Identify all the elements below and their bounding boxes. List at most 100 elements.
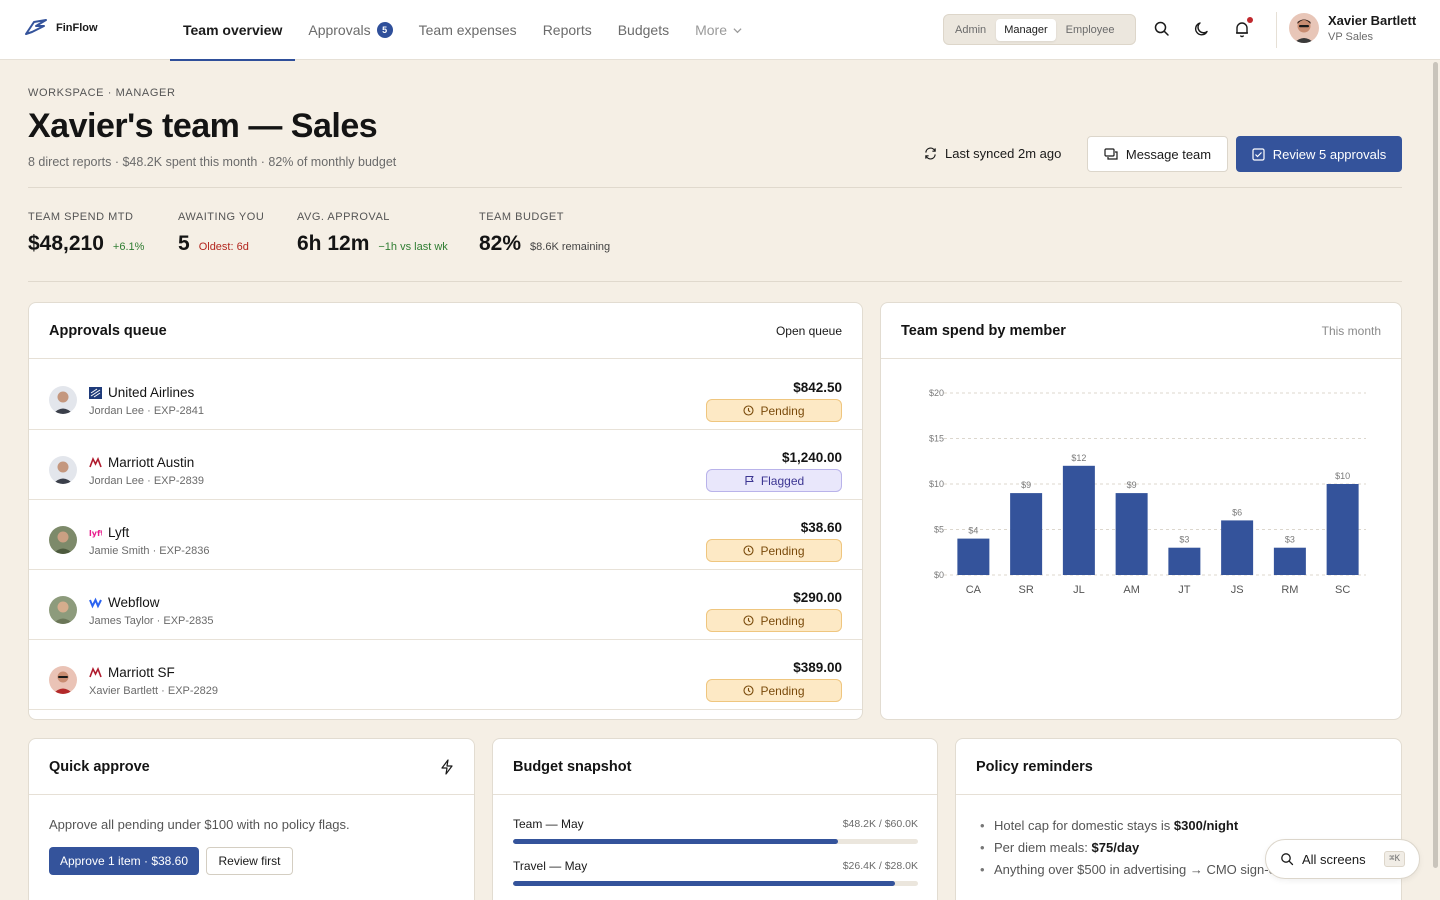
period-selector[interactable]: This month [1321, 323, 1381, 338]
nav-more[interactable]: More [682, 0, 755, 60]
nav-label: Budgets [617, 22, 670, 38]
nav-team-expenses[interactable]: Team expenses [406, 0, 530, 60]
nav-budgets[interactable]: Budgets [605, 0, 682, 60]
user-name: Xavier Bartlett [1328, 13, 1417, 28]
expense-amount: $389.00 [793, 660, 842, 675]
review-approvals-button[interactable]: Review 5 approvals [1236, 136, 1402, 172]
y-tick-label: $15 [929, 434, 944, 444]
checkbox-icon [1252, 147, 1265, 161]
clock-icon [743, 615, 755, 626]
software-icon [89, 597, 102, 608]
expense-meta: Jordan Lee · EXP-2841 [89, 405, 204, 417]
policy-text: Per diem meals: [994, 840, 1092, 855]
hotel-icon [89, 666, 102, 677]
rideshare-icon: lyft [89, 529, 102, 538]
status-badge: Pending [706, 539, 842, 562]
y-tick-label: $0 [934, 570, 944, 580]
bar-data-label: $3 [1285, 535, 1295, 545]
role-employee[interactable]: Employee [1065, 23, 1115, 36]
breadcrumb: WORKSPACE · MANAGER [28, 87, 176, 99]
budget-progress-track [513, 839, 918, 844]
quick-approve-card: Quick approve Approve all pending under … [28, 738, 475, 900]
role-manager[interactable]: Manager [996, 18, 1056, 41]
budget-row: Team — May $48.2K / $60.0K [513, 817, 918, 844]
clock-icon [743, 685, 755, 696]
stat-note: −1h vs last wk [378, 241, 448, 253]
y-tick-label: $5 [934, 525, 944, 535]
policy-highlight: $300/night [1173, 818, 1239, 833]
main-nav: Team overview Approvals 5 Team expenses R… [170, 0, 755, 61]
card-title: Policy reminders [976, 758, 1093, 775]
status-badge: Flagged [706, 469, 842, 492]
divider [28, 187, 1402, 188]
bar-data-label: $3 [1179, 535, 1189, 545]
button-label: Review 5 approvals [1272, 146, 1387, 162]
nav-reports[interactable]: Reports [530, 0, 605, 60]
nav-team-overview[interactable]: Team overview [170, 0, 296, 61]
nav-label: Approvals [308, 22, 371, 38]
stat-note: $8.6K remaining [530, 241, 611, 253]
queue-row[interactable]: lyft Lyft Jamie Smith · EXP-2836 $38.60 P… [29, 500, 862, 570]
merchant-name: United Airlines [108, 385, 195, 400]
approve-items-button[interactable]: Approve 1 item · $38.60 [49, 847, 199, 875]
policy-list: Hotel cap for domestic stays is $300/nig… [980, 815, 1283, 881]
stat-label: TEAM BUDGET [479, 211, 564, 223]
stat-value: 6h 12m [297, 232, 370, 255]
lightning-icon[interactable] [440, 758, 454, 775]
avatar [49, 596, 77, 624]
bar [1221, 520, 1254, 575]
expense-amount: $290.00 [793, 590, 842, 605]
x-tick-label: AM [1123, 584, 1140, 596]
x-tick-label: CA [966, 584, 982, 596]
budget-label: Team — May [513, 817, 584, 831]
sync-status[interactable]: Last synced 2m ago [924, 146, 1061, 161]
approvals-queue-card: Approvals queue Open queue United Airlin… [28, 302, 863, 720]
flag-icon [745, 475, 754, 485]
moon-icon[interactable] [1193, 20, 1211, 38]
expense-meta: Jamie Smith · EXP-2836 [89, 545, 210, 557]
queue-row[interactable]: Marriott SF Xavier Bartlett · EXP-2829 $… [29, 640, 862, 710]
card-title: Team spend by member [901, 322, 1066, 339]
x-tick-label: RM [1281, 584, 1298, 596]
y-tick-label: $10 [929, 479, 944, 489]
x-tick-label: JL [1073, 584, 1085, 596]
app-logo[interactable]: FinFlow [24, 18, 98, 38]
keyboard-shortcut: ⌘K [1384, 851, 1405, 867]
message-team-button[interactable]: Message team [1087, 136, 1228, 172]
stat-value: $48,210 [28, 232, 104, 255]
bar-data-label: $4 [968, 526, 978, 536]
all-screens-search[interactable]: All screens ⌘K [1265, 839, 1420, 879]
review-first-button[interactable]: Review first [206, 847, 293, 875]
role-admin[interactable]: Admin [955, 23, 987, 36]
queue-row[interactable]: Marriott Austin Jordan Lee · EXP-2839 $1… [29, 430, 862, 500]
bar-data-label: $12 [1071, 453, 1086, 463]
stat-label: AWAITING YOU [178, 211, 265, 223]
search-icon[interactable] [1153, 20, 1171, 38]
status-label: Pending [760, 403, 805, 418]
policy-text: Anything over $500 in advertising → CMO … [994, 862, 1283, 877]
page-scrollbar[interactable] [1433, 62, 1438, 868]
avatar [1289, 13, 1319, 43]
divider [28, 281, 1402, 282]
nav-approvals[interactable]: Approvals 5 [295, 0, 405, 60]
user-menu[interactable]: Xavier Bartlett VP Sales [1289, 13, 1416, 43]
expense-amount: $38.60 [800, 520, 842, 535]
bell-icon[interactable] [1233, 20, 1251, 38]
open-queue-link[interactable]: Open queue [775, 323, 842, 338]
queue-row[interactable]: United Airlines Jordan Lee · EXP-2841 $8… [29, 360, 862, 430]
status-label: Pending [760, 683, 805, 698]
avatar [49, 456, 77, 484]
queue-row[interactable]: Webflow James Taylor · EXP-2835 $290.00 … [29, 570, 862, 640]
budget-figure: $26.4K / $28.0K [842, 860, 918, 872]
bar [1326, 484, 1359, 575]
x-tick-label: JS [1231, 584, 1244, 596]
policy-reminders-card: Policy reminders Hotel cap for domestic … [955, 738, 1402, 900]
stat-value: 5 [178, 232, 190, 255]
bar-data-label: $9 [1127, 480, 1137, 490]
policy-highlight: $75/day [1091, 840, 1140, 855]
bar [1115, 493, 1148, 575]
policy-text: Hotel cap for domestic stays is [994, 818, 1174, 833]
hotel-icon [89, 456, 102, 467]
spend-chart: $0 $5 $10 $15 $20 $4 CA $9 SR $12 JL $9 AM $3 JT $6 JS $3… [881, 360, 1401, 660]
expense-meta: James Taylor · EXP-2835 [89, 615, 214, 627]
